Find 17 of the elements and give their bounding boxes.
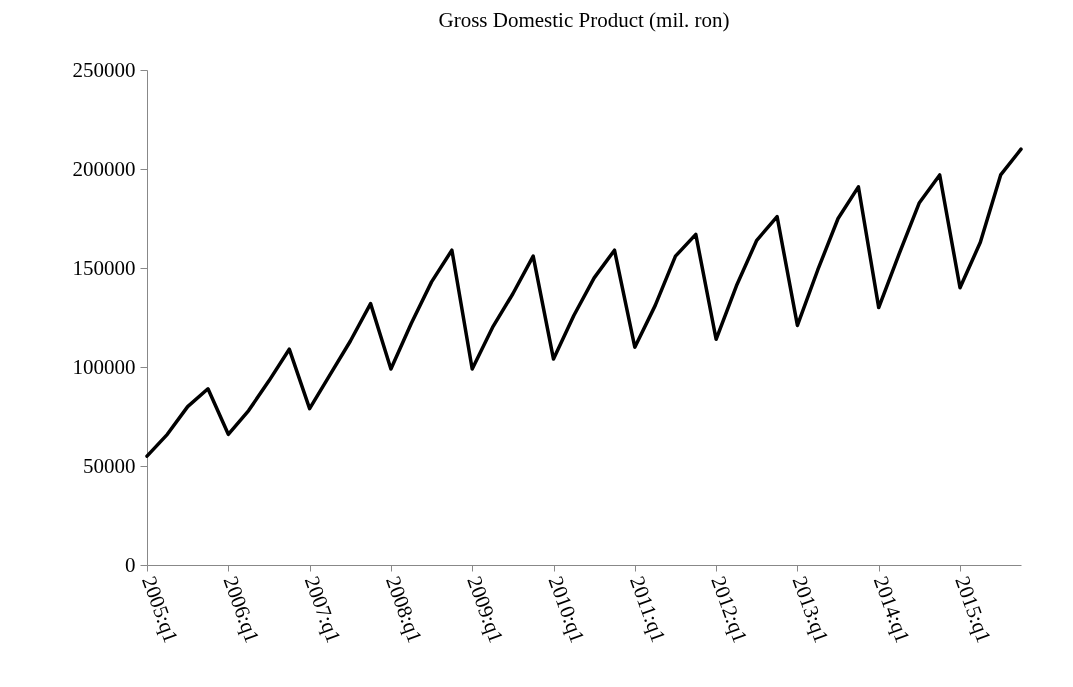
- y-tick-label: 150000: [72, 255, 136, 280]
- line-series: [145, 147, 1023, 458]
- x-tick-label: 2008:q1: [381, 573, 428, 646]
- chart-title: Gross Domestic Product (mil. ron): [438, 8, 730, 32]
- x-tick-label: 2007:q1: [299, 573, 346, 646]
- x-tick-label: 2005:q1: [137, 573, 184, 646]
- x-tick-label: 2012:q1: [706, 573, 753, 646]
- y-tick-label: 250000: [72, 57, 136, 82]
- x-tick-label: 2011:q1: [624, 573, 671, 646]
- y-tick-label: 0: [125, 552, 136, 577]
- y-tick-label: 200000: [72, 156, 136, 181]
- y-tick-label: 100000: [72, 354, 136, 379]
- x-tick-label: 2015:q1: [950, 573, 997, 646]
- x-tick-label: 2014:q1: [868, 573, 915, 646]
- x-tick-label: 2006:q1: [218, 573, 265, 646]
- y-tick-label: 50000: [83, 453, 136, 478]
- x-tick-label: 2009:q1: [462, 573, 509, 646]
